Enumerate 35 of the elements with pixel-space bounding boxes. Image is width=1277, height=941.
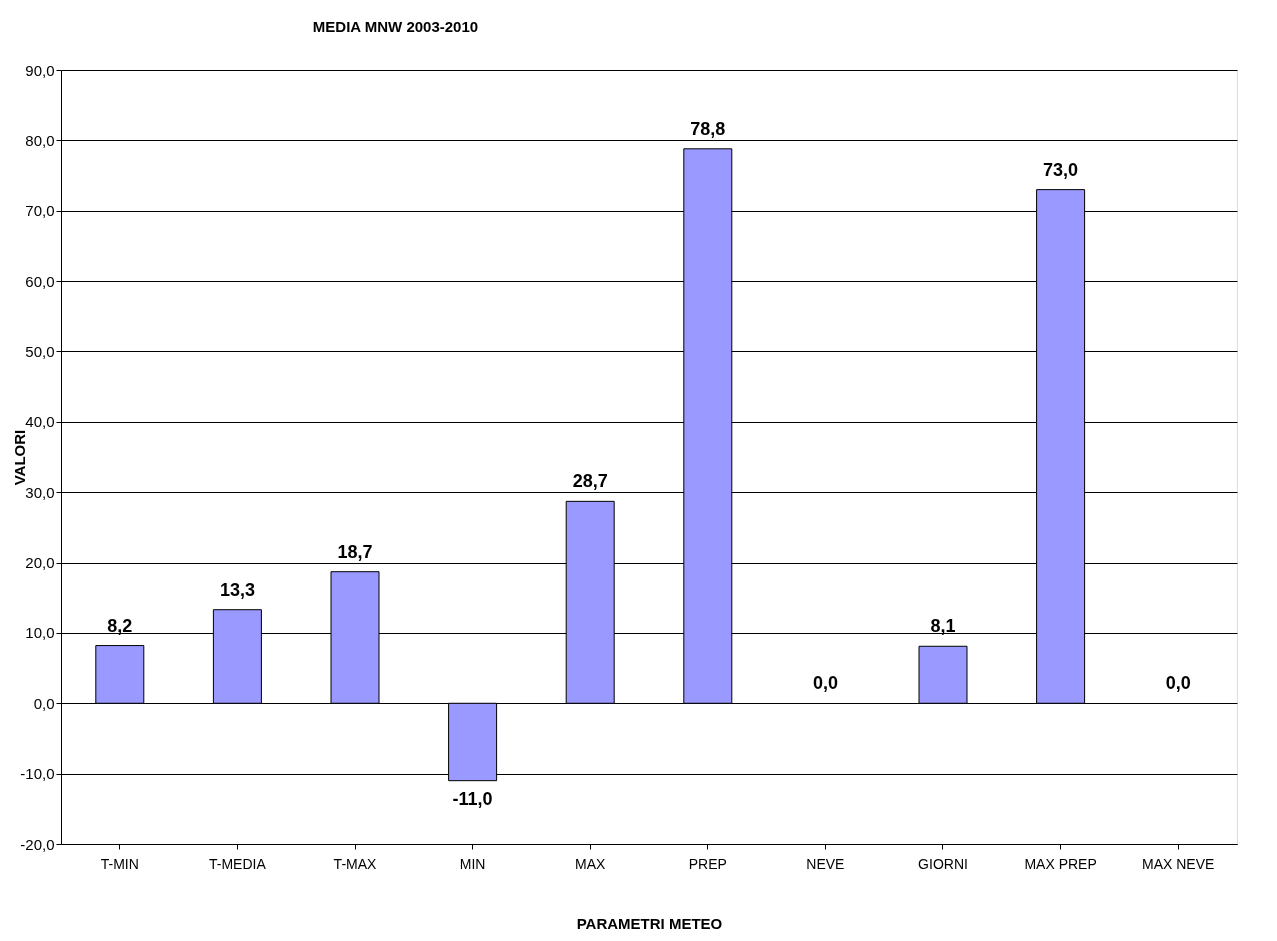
- data-label: 28,7: [572, 471, 608, 492]
- x-tick-label: T-MAX: [333, 855, 378, 872]
- x-tick-label: MAX NEVE: [1142, 855, 1215, 872]
- data-label: 0,0: [1165, 673, 1191, 694]
- y-tick-label: 10,0: [25, 624, 55, 642]
- chart-title: MEDIA MNW 2003-2010: [312, 18, 479, 35]
- y-axis-title: VALORI: [11, 429, 29, 486]
- x-tick-label: GIORNI: [918, 855, 968, 872]
- y-tick-label: 0,0: [33, 694, 55, 712]
- x-tick-label: MIN: [459, 855, 486, 872]
- x-axis-title: PARAMETRI METEO: [576, 914, 723, 932]
- y-tick-label: 50,0: [25, 342, 55, 360]
- x-tick-label: MAX PREP: [1024, 855, 1097, 872]
- data-label: 13,3: [219, 579, 255, 600]
- data-label: -11,0: [452, 788, 493, 809]
- x-tick-label: T-MEDIA: [209, 855, 267, 872]
- data-label: 73,0: [1043, 159, 1079, 180]
- y-tick-label: 60,0: [25, 272, 55, 290]
- y-tick-label: 20,0: [25, 554, 55, 572]
- y-tick-label: 70,0: [25, 202, 55, 220]
- y-tick-label: 80,0: [25, 131, 55, 149]
- x-tick-label: NEVE: [806, 855, 845, 872]
- data-label: 8,1: [930, 616, 956, 637]
- data-label: 18,7: [337, 541, 373, 562]
- y-tick-label: 30,0: [25, 483, 55, 501]
- y-tick-label: -10,0: [20, 765, 55, 783]
- x-tick-label: PREP: [688, 855, 727, 872]
- y-tick-label: 90,0: [25, 61, 55, 79]
- x-tick-label: MAX: [575, 855, 607, 872]
- data-label: 8,2: [107, 615, 133, 636]
- x-tick-label: T-MIN: [100, 855, 139, 872]
- y-tick-label: -20,0: [20, 835, 55, 853]
- data-label: 0,0: [812, 673, 838, 694]
- y-tick-label: 40,0: [25, 413, 55, 431]
- data-label: 78,8: [690, 118, 726, 139]
